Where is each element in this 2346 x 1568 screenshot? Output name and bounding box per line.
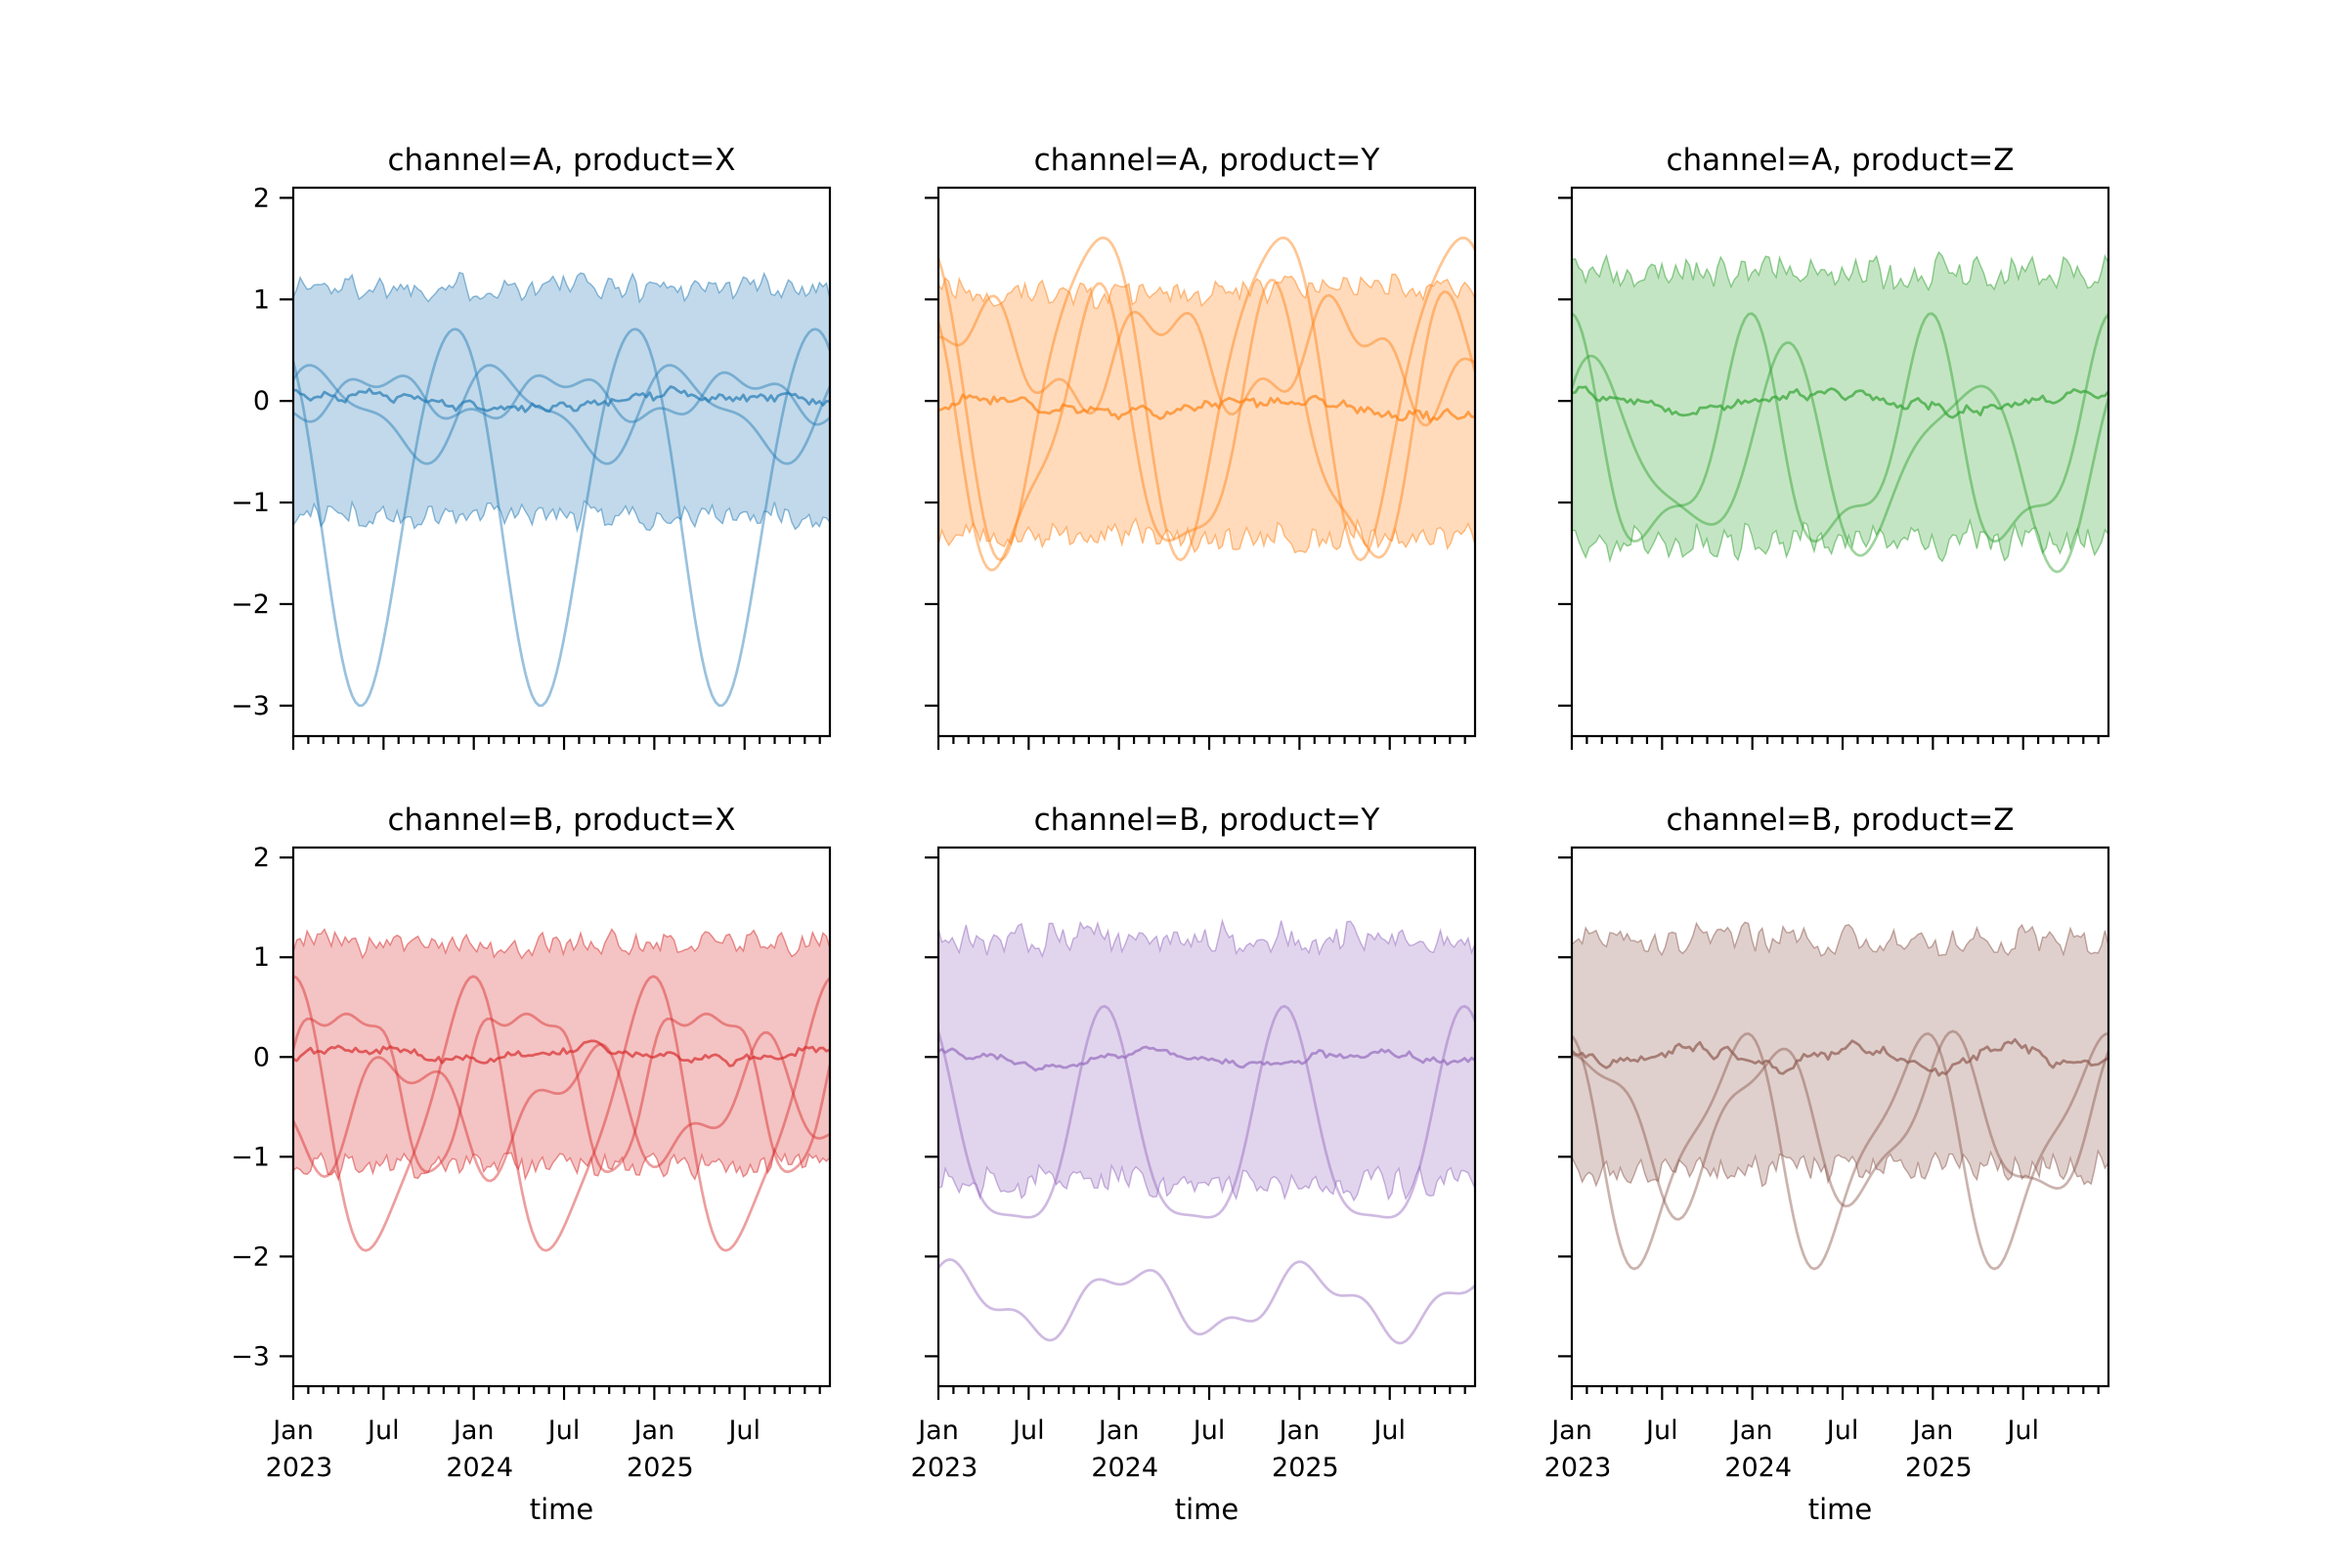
x-tick-year-label: 2025 bbox=[627, 1453, 694, 1483]
mean-line bbox=[293, 385, 830, 414]
y-tick-label: 1 bbox=[253, 284, 270, 315]
series-line-0 bbox=[938, 236, 1475, 562]
x-tick-label: Jan bbox=[1730, 1416, 1773, 1446]
x-axis-label: time bbox=[1175, 1493, 1239, 1526]
band-upper-edge bbox=[938, 273, 1475, 310]
band-upper-edge bbox=[293, 271, 830, 304]
y-tick-label: −2 bbox=[231, 1241, 270, 1272]
y-tick-label: −3 bbox=[231, 1341, 270, 1372]
axes-frame bbox=[1570, 846, 2110, 1388]
axes-frame bbox=[1570, 186, 2110, 738]
x-tick-year-label: 2023 bbox=[266, 1453, 333, 1483]
y-tick-label: 2 bbox=[253, 183, 270, 213]
y-tick-label: −2 bbox=[231, 589, 270, 620]
series-line-0 bbox=[1572, 312, 2108, 544]
x-tick-label: Jul bbox=[1192, 1416, 1226, 1446]
series-line-0 bbox=[1572, 1032, 2108, 1271]
y-tick-label: −3 bbox=[231, 691, 270, 721]
x-tick-label: Jul bbox=[2005, 1416, 2039, 1446]
series-line-1 bbox=[1572, 1029, 2108, 1221]
series-line-2 bbox=[293, 327, 830, 708]
facet-plot-channel-a-product-z bbox=[1572, 250, 2108, 574]
x-tick-year-label: 2024 bbox=[1724, 1453, 1792, 1483]
x-tick-year-label: 2024 bbox=[1091, 1453, 1158, 1483]
band-lower-edge bbox=[293, 1147, 830, 1182]
x-tick-label: Jul bbox=[1644, 1416, 1678, 1446]
band-upper-edge bbox=[293, 928, 830, 960]
axes-frame bbox=[291, 186, 832, 738]
x-tick-year-label: 2023 bbox=[911, 1453, 978, 1483]
series-line-1 bbox=[293, 370, 830, 426]
band-lower-edge bbox=[1572, 517, 2108, 564]
facet-title: channel=B, product=X bbox=[387, 803, 735, 838]
axes-frame bbox=[936, 186, 1477, 738]
confidence-band bbox=[293, 929, 830, 1180]
series-line-0 bbox=[293, 1012, 830, 1174]
band-upper-edge bbox=[1572, 250, 2108, 292]
x-tick-year-label: 2024 bbox=[446, 1453, 513, 1483]
confidence-band bbox=[1572, 252, 2108, 562]
facet-title: channel=A, product=Z bbox=[1666, 143, 2014, 178]
series-line-1 bbox=[1572, 341, 2108, 574]
x-tick-label: Jan bbox=[1549, 1416, 1592, 1446]
axes-frame bbox=[936, 846, 1477, 1388]
mean-line bbox=[293, 1039, 830, 1067]
facet-plot-channel-b-product-y bbox=[938, 918, 1475, 1345]
x-tick-label: Jan bbox=[1911, 1416, 1954, 1446]
x-tick-label: Jul bbox=[1371, 1416, 1406, 1446]
series-line-1 bbox=[938, 1258, 1475, 1345]
series-line-2 bbox=[293, 1030, 830, 1183]
x-tick-label: Jan bbox=[1278, 1416, 1321, 1446]
y-tick-label: 0 bbox=[253, 1042, 270, 1072]
x-tick-label: Jan bbox=[271, 1416, 314, 1446]
facet-plot-channel-b-product-z bbox=[1572, 921, 2108, 1271]
y-tick-label: 0 bbox=[253, 386, 270, 416]
band-lower-edge bbox=[938, 516, 1475, 554]
x-tick-label: Jul bbox=[1011, 1416, 1045, 1446]
x-tick-label: Jan bbox=[916, 1416, 959, 1446]
x-tick-label: Jan bbox=[632, 1416, 675, 1446]
series-line-1 bbox=[938, 279, 1475, 572]
x-tick-label: Jan bbox=[452, 1416, 495, 1446]
series-line-0 bbox=[938, 1004, 1475, 1219]
band-upper-edge bbox=[938, 918, 1475, 958]
band-lower-edge bbox=[293, 500, 830, 534]
x-tick-label: Jul bbox=[546, 1416, 581, 1446]
facet-title: channel=B, product=Y bbox=[1034, 803, 1380, 838]
facet-plot-channel-a-product-x bbox=[293, 271, 830, 708]
y-tick-label: 2 bbox=[253, 843, 270, 873]
band-upper-edge bbox=[1572, 921, 2108, 957]
series-line-1 bbox=[293, 975, 830, 1252]
facet-title: channel=A, product=X bbox=[387, 143, 735, 178]
axes-frame bbox=[291, 846, 832, 1388]
band-lower-edge bbox=[938, 1163, 1475, 1202]
x-tick-label: Jul bbox=[1825, 1416, 1859, 1446]
band-lower-edge bbox=[1572, 1149, 2108, 1188]
series-line-2 bbox=[938, 293, 1475, 427]
x-axis-label: time bbox=[1808, 1493, 1873, 1526]
series-line-0 bbox=[293, 364, 830, 465]
x-tick-label: Jan bbox=[1097, 1416, 1140, 1446]
y-tick-label: 1 bbox=[253, 942, 270, 973]
x-tick-label: Jul bbox=[726, 1416, 760, 1446]
confidence-band bbox=[1572, 922, 2108, 1187]
facet-title: channel=A, product=Y bbox=[1034, 143, 1380, 178]
mean-line bbox=[938, 393, 1475, 423]
mean-line bbox=[938, 1045, 1475, 1072]
x-axis-label: time bbox=[530, 1493, 594, 1526]
facet-plot-channel-b-product-x bbox=[293, 928, 830, 1252]
facet-plot-channel-a-product-y bbox=[938, 236, 1475, 572]
facet-title: channel=B, product=Z bbox=[1666, 803, 2014, 838]
mean-line bbox=[1572, 385, 2108, 419]
x-tick-label: Jul bbox=[366, 1416, 400, 1446]
x-tick-year-label: 2023 bbox=[1544, 1453, 1612, 1483]
x-tick-year-label: 2025 bbox=[1272, 1453, 1339, 1483]
y-tick-label: −1 bbox=[231, 488, 270, 518]
y-tick-label: −1 bbox=[231, 1142, 270, 1172]
confidence-band bbox=[938, 274, 1475, 553]
x-tick-year-label: 2025 bbox=[1905, 1453, 1973, 1483]
mean-line bbox=[1572, 1037, 2108, 1077]
